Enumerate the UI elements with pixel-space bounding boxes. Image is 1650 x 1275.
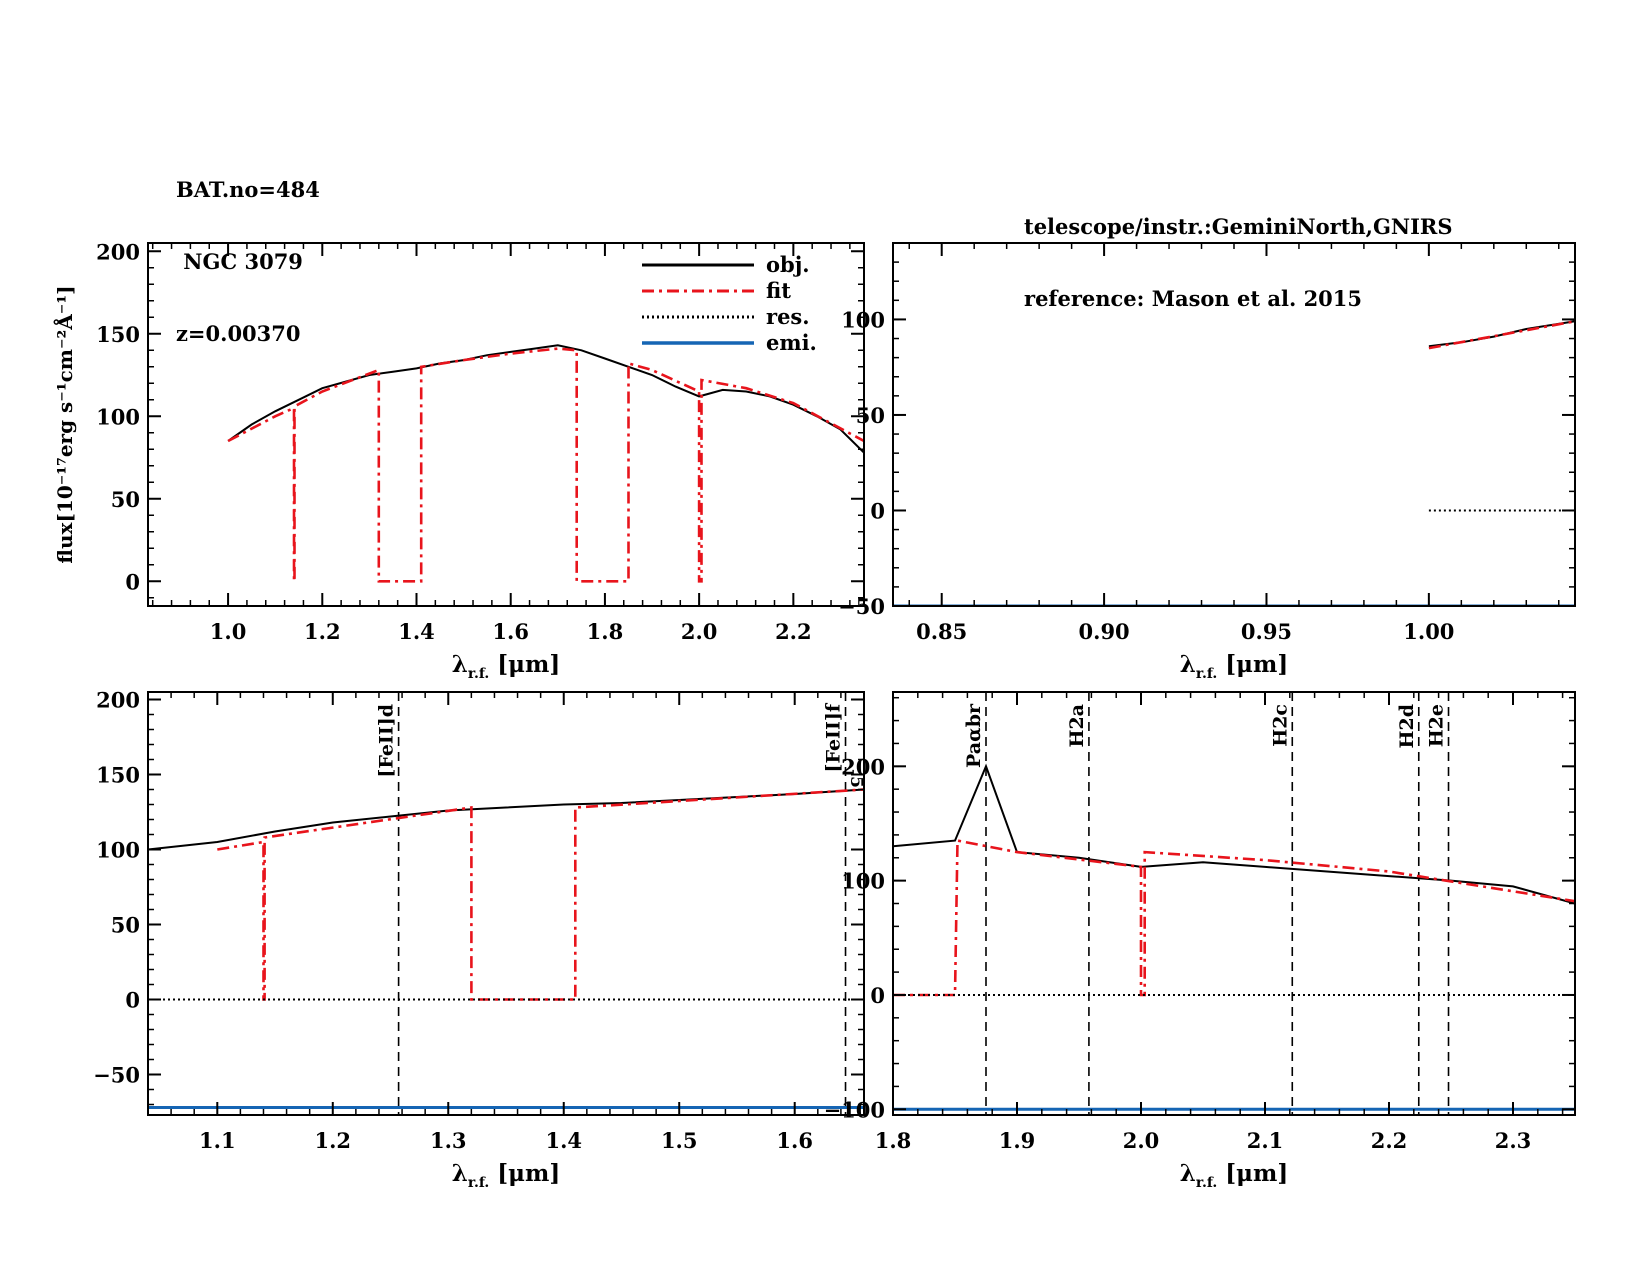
plot-frame (147, 691, 865, 1116)
bat-number: BAT.no=484 (176, 177, 320, 202)
series-fit (227, 347, 864, 583)
x-tick-label: 1.4 (545, 1128, 582, 1153)
legend-label-emi: emi. (766, 330, 817, 355)
y-tick-label: 100 (96, 838, 140, 863)
x-axis-label: λr.f. [μm] (1180, 1160, 1288, 1191)
series-fit (893, 839, 1575, 997)
x-tick-label: 2.0 (681, 619, 718, 644)
panel-full-spectrum: 1.0 1.2 1.4 1.6 1.8 2.0 2.2 0 50 100 150 200 λr.f. [… (53, 239, 865, 682)
series-obj (148, 788, 864, 851)
y-tick-label: 0 (125, 988, 140, 1013)
x-tick-label: 1.6 (776, 1128, 813, 1153)
y-tick-label: 150 (96, 322, 140, 347)
legend-label-obj: obj. (766, 252, 810, 277)
y-tick-label: 50 (111, 913, 140, 938)
y-tick-label: 0 (125, 569, 140, 594)
x-tick-label: 1.4 (398, 619, 435, 644)
x-tick-label: 2.2 (1371, 1128, 1408, 1153)
x-tick-label: 0.90 (1079, 619, 1130, 644)
y-tick-label: 100 (841, 307, 885, 332)
x-tick-label: 1.6 (492, 619, 529, 644)
edge-label: 5 (846, 776, 866, 788)
panel-j-band: [FeII]d [FeII]f5 1.1 1.2 1.3 1.4 1.5 1.6 −50 0 50 1… (93, 688, 866, 1192)
x-tick-label: 1.3 (430, 1128, 467, 1153)
y-tick-label: 0 (870, 498, 885, 523)
x-axis-label: λr.f. [μm] (452, 1160, 560, 1191)
x-tick-label: 1.9 (999, 1128, 1036, 1153)
y-tick-label: 200 (96, 239, 140, 264)
y-tick-label: 150 (96, 763, 140, 788)
x-tick-label: 2.2 (775, 619, 812, 644)
line-label-Paαbr: Paαbr (963, 703, 985, 768)
legend-label-fit: fit (766, 278, 791, 303)
line-label-H2d: H2d (1396, 704, 1418, 748)
line-label-H2c: H2c (1269, 704, 1291, 747)
x-tick-label: 2.1 (1247, 1128, 1284, 1153)
y-tick-label: 100 (96, 404, 140, 429)
y-tick-label: −50 (93, 1063, 140, 1088)
y-tick-label: 200 (96, 688, 140, 713)
legend-label-res: res. (766, 304, 810, 329)
y-tick-label: 200 (841, 754, 885, 779)
instrument-info: telescope/instr.:GeminiNorth,GNIRS refer… (1024, 167, 1453, 335)
x-tick-label: 0.85 (916, 619, 967, 644)
plot-frame (892, 242, 1576, 607)
x-axis-label: λr.f. [μm] (452, 651, 560, 682)
x-tick-label: 1.8 (587, 619, 624, 644)
panel-k-band: Paαbr H2a H2c H2d H2e 1.8 1.9 2.0 2.1 2.2 2.3 −100 0… (824, 691, 1576, 1191)
telescope-instrument: telescope/instr.:GeminiNorth,GNIRS (1024, 214, 1453, 239)
x-tick-label: 1.2 (304, 619, 341, 644)
x-tick-label: 1.1 (199, 1128, 236, 1153)
x-tick-label: 1.5 (661, 1128, 698, 1153)
y-axis-label: flux[10⁻¹⁷erg s⁻¹cm⁻²Å⁻¹] (53, 285, 77, 563)
redshift: z=0.00370 (176, 321, 301, 346)
x-tick-label: 1.2 (315, 1128, 352, 1153)
y-tick-label: 50 (111, 487, 140, 512)
line-label-H2a: H2a (1066, 704, 1088, 747)
series-fit (217, 788, 864, 1001)
y-tick-label: −50 (838, 594, 885, 619)
reference: reference: Mason et al. 2015 (1024, 286, 1363, 311)
plot-frame (147, 242, 865, 607)
x-tick-label: 2.0 (1123, 1128, 1160, 1153)
y-tick-label: 50 (856, 403, 885, 428)
y-tick-label: 100 (841, 869, 885, 894)
x-tick-label: 2.3 (1495, 1128, 1532, 1153)
plot-frame (892, 691, 1576, 1116)
x-tick-label: 1.0 (210, 619, 247, 644)
x-tick-label: 1.8 (875, 1128, 912, 1153)
x-tick-label: 1.00 (1403, 619, 1454, 644)
y-tick-label: 0 (870, 983, 885, 1008)
line-label-H2e: H2e (1426, 704, 1448, 747)
line-label-[FeII]d: [FeII]d (376, 704, 398, 778)
series-obj (227, 344, 864, 454)
panel-short-wavelength: 0.85 0.90 0.95 1.00 −50 0 50 100 λr.f. [μm] (838, 242, 1576, 682)
y-tick-label: −100 (824, 1097, 885, 1122)
series-obj (893, 763, 1575, 905)
line-label-[FeII]f: [FeII]f (823, 702, 845, 772)
x-tick-label: 0.95 (1241, 619, 1292, 644)
x-axis-label: λr.f. [μm] (1180, 651, 1288, 682)
series-obj (1428, 320, 1575, 348)
